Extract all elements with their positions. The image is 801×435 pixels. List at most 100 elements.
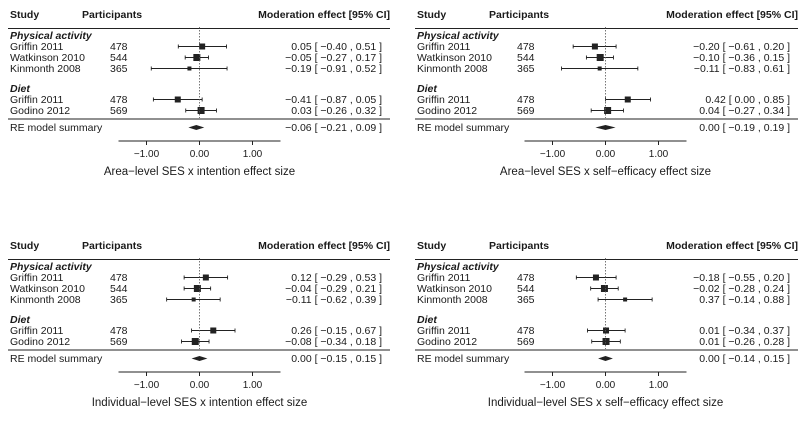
- panel4-summary-ci-text: 0.00 [ −0.14 , 0.15 ]: [699, 353, 790, 365]
- panel4-study-name: Griffin 2011: [417, 325, 470, 337]
- panel1-ci-text: 0.03 [ −0.26 , 0.32 ]: [291, 105, 382, 117]
- panel2-study-name: Godino 2012: [417, 105, 477, 117]
- panel4-participants-count: 478: [517, 272, 535, 284]
- panel2-participants-count: 569: [517, 105, 535, 117]
- panel2-ci-text: −0.20 [ −0.61 , 0.20 ]: [693, 41, 790, 53]
- panel2-header-effect: Moderation effect [95% CI]: [666, 9, 798, 21]
- panel4-x-tick-label: −1.00: [540, 380, 566, 391]
- panel1-study-name: Griffin 2011: [10, 41, 63, 53]
- panel3-study-name: Watkinson 2010: [10, 283, 85, 295]
- panel2-point-estimate: [604, 107, 612, 114]
- panel3-group-label: Diet: [10, 314, 30, 326]
- panel1-x-tick-label: −1.00: [134, 149, 160, 160]
- panel1-participants-count: 544: [110, 52, 128, 64]
- panel1-study-name: Godino 2012: [10, 105, 70, 117]
- panel3-point-estimate: [193, 285, 201, 292]
- panel1-ci-text: −0.41 [ −0.87 , 0.05 ]: [285, 94, 382, 106]
- panel1-x-tick-label: 0.00: [190, 149, 210, 160]
- panel3-summary-label: RE model summary: [10, 353, 103, 365]
- panel1-ci-text: −0.05 [ −0.27 , 0.17 ]: [285, 52, 382, 64]
- panel3-ci-text: −0.11 [ −0.62 , 0.39 ]: [286, 294, 382, 306]
- panel2-group-label: Physical activity: [417, 30, 500, 42]
- panel1-header-study: Study: [10, 9, 39, 21]
- panel2-ci-text: 0.42 [ 0.00 , 0.85 ]: [705, 94, 790, 106]
- panel1-summary-diamond: [188, 125, 205, 130]
- panel4-x-tick-label: 1.00: [649, 380, 669, 391]
- panel3-ci-text: 0.12 [ −0.29 , 0.53 ]: [291, 272, 382, 284]
- panel3-point-estimate: [210, 327, 217, 334]
- panel2-study-name: Griffin 2011: [417, 41, 470, 53]
- panel4-header-effect: Moderation effect [95% CI]: [666, 240, 798, 252]
- panel1-group-label: Physical activity: [10, 30, 93, 42]
- panel1-point-estimate: [174, 96, 181, 103]
- panel2-ci-text: −0.10 [ −0.36 , 0.15 ]: [693, 52, 790, 64]
- panel1-point-estimate: [197, 107, 205, 114]
- panel3-header-study: Study: [10, 240, 39, 252]
- panel1-group-label: Diet: [10, 83, 30, 95]
- panel2-summary-ci-text: 0.00 [ −0.19 , 0.19 ]: [699, 122, 790, 134]
- panel2-point-estimate: [597, 66, 602, 71]
- panel1-study-name: Watkinson 2010: [10, 52, 85, 64]
- panel2-group-label: Diet: [417, 83, 437, 95]
- panel2-ci-text: −0.11 [ −0.83 , 0.61 ]: [694, 63, 790, 75]
- panel2-x-tick-label: 0.00: [596, 149, 616, 160]
- panel4-ci-text: 0.01 [ −0.26 , 0.28 ]: [699, 336, 790, 348]
- panel4-x-tick-label: 0.00: [596, 380, 616, 391]
- panel4-study-name: Griffin 2011: [417, 272, 470, 284]
- panel4-study-name: Kinmonth 2008: [417, 294, 488, 306]
- panel4-x-axis-label: Individual−level SES x self−efficacy eff…: [488, 397, 723, 409]
- panel2-ci-text: 0.04 [ −0.27 , 0.34 ]: [699, 105, 790, 117]
- panel3-x-tick-label: −1.00: [134, 380, 160, 391]
- panel2-point-estimate: [591, 43, 598, 50]
- panel4-summary-diamond: [598, 356, 613, 361]
- panel2-summary-label: RE model summary: [417, 122, 510, 134]
- panel3-x-tick-label: 0.00: [190, 380, 210, 391]
- panel2-point-estimate: [596, 54, 604, 61]
- panel4-study-name: Watkinson 2010: [417, 283, 492, 295]
- panel1-header-participants: Participants: [82, 9, 142, 21]
- panel4-header-study: Study: [417, 240, 446, 252]
- panel4-point-estimate: [592, 274, 599, 281]
- panel4-ci-text: 0.01 [ −0.34 , 0.37 ]: [699, 325, 790, 337]
- panel1-x-tick-label: 1.00: [243, 149, 263, 160]
- panel1-point-estimate: [199, 43, 206, 50]
- panel4-group-label: Diet: [417, 314, 437, 326]
- panel4-ci-text: −0.18 [ −0.55 , 0.20 ]: [693, 272, 790, 284]
- panel4-study-name: Godino 2012: [417, 336, 477, 348]
- panel4-header-participants: Participants: [489, 240, 549, 252]
- panel3-study-name: Griffin 2011: [10, 272, 63, 284]
- panel4-participants-count: 544: [517, 283, 535, 295]
- panel4-participants-count: 478: [517, 325, 535, 337]
- panel1-participants-count: 478: [110, 94, 128, 106]
- panel1-header-effect: Moderation effect [95% CI]: [258, 9, 390, 21]
- panel1-x-axis-label: Area−level SES x intention effect size: [104, 166, 295, 178]
- panel1-point-estimate: [187, 66, 192, 71]
- panel1-ci-text: 0.05 [ −0.40 , 0.51 ]: [291, 41, 382, 53]
- panel4-point-estimate: [602, 338, 610, 345]
- panel3-point-estimate: [191, 297, 196, 302]
- panel1-participants-count: 478: [110, 41, 128, 53]
- panel4-point-estimate: [603, 327, 610, 334]
- panel3-participants-count: 544: [110, 283, 128, 295]
- panel1-ci-text: −0.19 [ −0.91 , 0.52 ]: [285, 63, 382, 75]
- panel2-study-name: Watkinson 2010: [417, 52, 492, 64]
- panel2-participants-count: 544: [517, 52, 535, 64]
- panel4-ci-text: −0.02 [ −0.28 , 0.24 ]: [693, 283, 790, 295]
- panel4-participants-count: 365: [517, 294, 535, 306]
- panel3-point-estimate: [191, 338, 199, 345]
- panel2-participants-count: 478: [517, 41, 535, 53]
- panel4-group-label: Physical activity: [417, 261, 500, 273]
- panel3-x-axis-label: Individual−level SES x intention effect …: [92, 397, 308, 409]
- panel4-participants-count: 569: [517, 336, 535, 348]
- panel2-x-axis-label: Area−level SES x self−efficacy effect si…: [500, 166, 711, 178]
- panel1-study-name: Kinmonth 2008: [10, 63, 81, 75]
- panel2-x-tick-label: 1.00: [649, 149, 669, 160]
- panel2-header-study: Study: [417, 9, 446, 21]
- panel4-point-estimate: [600, 285, 608, 292]
- panel3-study-name: Kinmonth 2008: [10, 294, 81, 306]
- panel2-study-name: Griffin 2011: [417, 94, 470, 106]
- panel4-ci-text: 0.37 [ −0.14 , 0.88 ]: [699, 294, 790, 306]
- panel3-header-effect: Moderation effect [95% CI]: [258, 240, 390, 252]
- panel2-participants-count: 478: [517, 94, 535, 106]
